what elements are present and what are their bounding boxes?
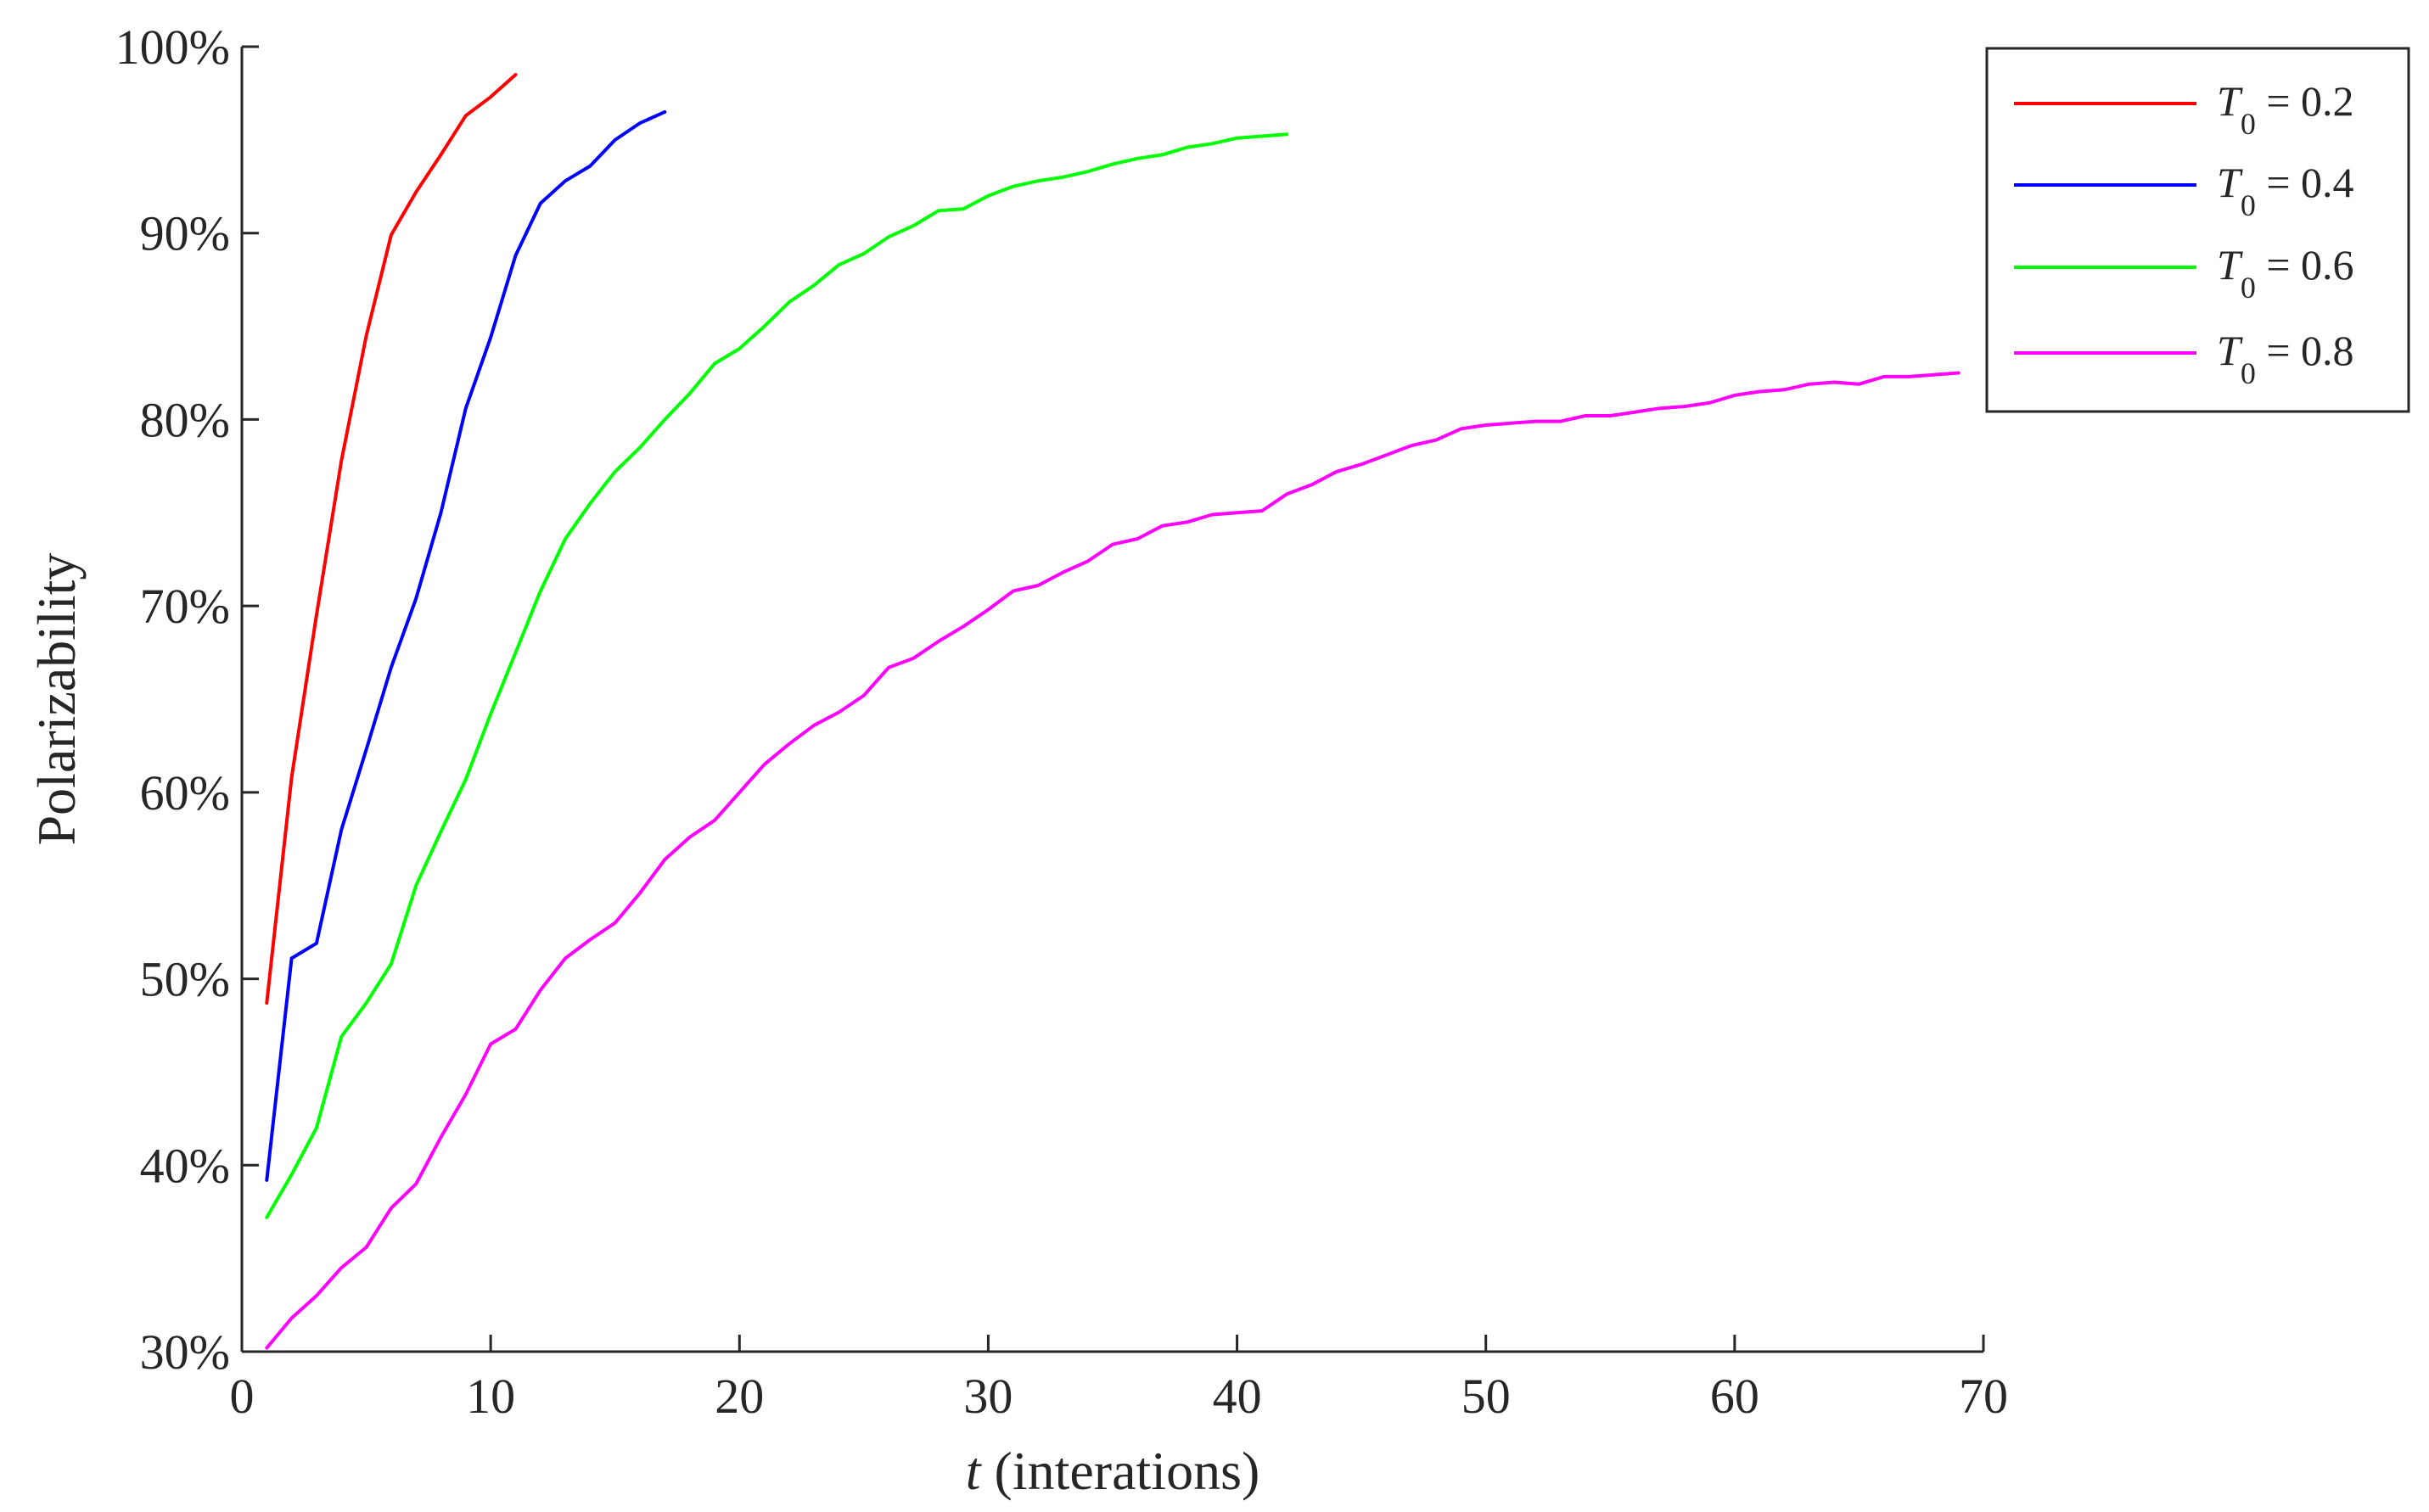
x-tick-label: 0 (230, 1369, 255, 1424)
x-tick-label: 60 (1710, 1369, 1759, 1424)
series-line-2 (265, 109, 667, 1182)
y-tick-label: 80% (140, 392, 230, 447)
y-tick-label: 60% (140, 765, 230, 820)
legend-label-2: T0 = 0.4 (2217, 159, 2354, 222)
series-line-1 (265, 73, 518, 1005)
x-tick-label: 30 (963, 1369, 1013, 1424)
legend-label-4: T0 = 0.8 (2217, 327, 2354, 390)
x-ticks: 0 10 20 30 40 50 60 70 (230, 1335, 2008, 1424)
y-tick-label: 90% (140, 206, 230, 261)
plot-lines (265, 73, 1961, 1350)
y-ticks: 30% 40% 50% 60% 70% 80% 90% 100% (115, 20, 259, 1380)
x-tick-label: 40 (1213, 1369, 1262, 1424)
x-tick-label: 10 (466, 1369, 515, 1424)
x-tick-label: 20 (715, 1369, 764, 1424)
y-tick-label: 50% (140, 952, 230, 1007)
y-tick-label: 100% (115, 20, 230, 75)
series-line-3 (265, 132, 1289, 1219)
legend-label-1: T0 = 0.2 (2217, 77, 2354, 141)
y-tick-label: 30% (140, 1324, 230, 1380)
x-tick-label: 70 (1959, 1369, 2008, 1424)
y-axis-label: Polarizability (26, 553, 87, 846)
y-tick-label: 70% (140, 579, 230, 634)
x-axis-label-text: (interations) (981, 1441, 1260, 1501)
y-tick-label: 40% (140, 1138, 230, 1193)
x-axis-label: t (interations) (966, 1441, 1260, 1501)
x-axis-label-variable: t (966, 1441, 983, 1501)
axes (240, 47, 1983, 1353)
legend-label-3: T0 = 0.6 (2217, 241, 2354, 305)
x-tick-label: 50 (1461, 1369, 1511, 1424)
legend-box (1985, 47, 2410, 413)
legend: T0 = 0.2 T0 = 0.4 T0 = 0.6 T0 = 0.8 (1985, 47, 2410, 413)
series-line-4 (265, 371, 1961, 1350)
